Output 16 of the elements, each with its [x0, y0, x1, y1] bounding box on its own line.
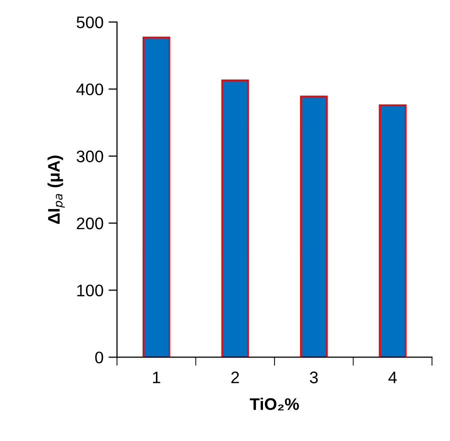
y-tick-label: 300	[76, 150, 104, 162]
y-tick-label: 500	[76, 16, 104, 28]
y-tick-label: 400	[76, 83, 104, 96]
bar	[300, 96, 328, 358]
x-axis-title: TiO₂%	[250, 398, 299, 410]
y-tick-label: 100	[77, 284, 104, 296]
bar	[378, 104, 406, 358]
bar	[142, 36, 170, 358]
x-tick-label: 1	[153, 372, 160, 384]
y-tick-label: 200	[76, 218, 104, 230]
x-tick-label: 2	[231, 372, 239, 384]
bar	[221, 80, 249, 358]
x-tick-label: 3	[310, 372, 318, 384]
y-tick-label: 0	[95, 352, 104, 364]
y-axis-title: ΔI$_{pa}$ (μA)	[48, 156, 65, 224]
x-tick-label: 4	[388, 372, 397, 384]
